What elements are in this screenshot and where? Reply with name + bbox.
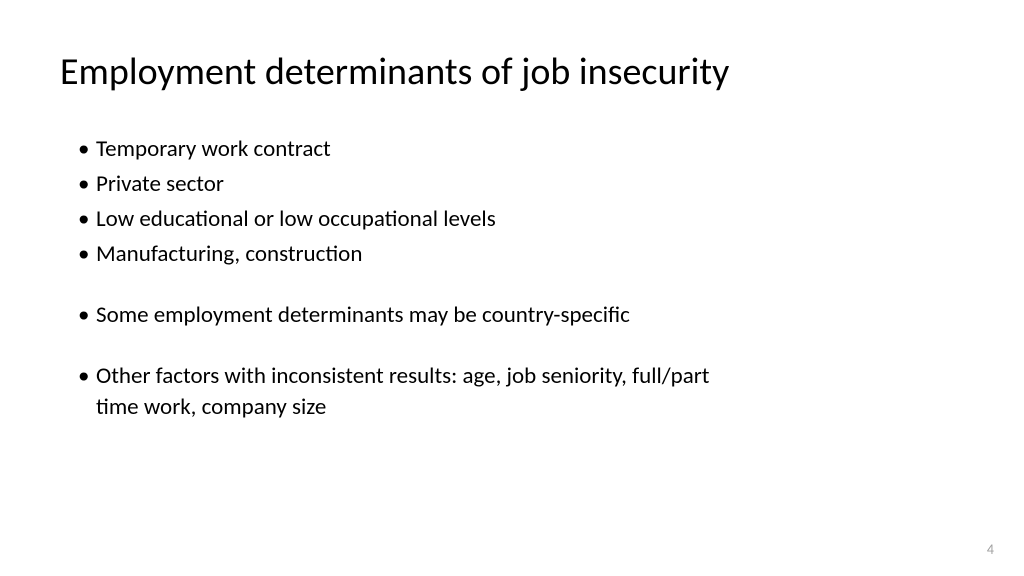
spacing-gap <box>78 335 964 361</box>
slide-container: Employment determinants of job insecurit… <box>0 0 1024 576</box>
bullet-text-line2: time work, company size <box>96 393 326 421</box>
bullet-item: Private sector <box>78 169 964 200</box>
bullet-item: Other factors with inconsistent results:… <box>78 361 964 423</box>
slide-title: Employment determinants of job insecurit… <box>60 50 964 96</box>
spacing-gap <box>78 274 964 300</box>
bullet-item: Manufacturing, construction <box>78 239 964 270</box>
bullet-text-line1: Other factors with inconsistent results:… <box>96 362 709 390</box>
bullet-item: Some employment determinants may be coun… <box>78 300 964 331</box>
bullet-item: Temporary work contract <box>78 134 964 165</box>
bullet-list: Temporary work contract Private sector L… <box>60 134 964 423</box>
page-number: 4 <box>987 541 994 558</box>
bullet-item: Low educational or low occupational leve… <box>78 204 964 235</box>
